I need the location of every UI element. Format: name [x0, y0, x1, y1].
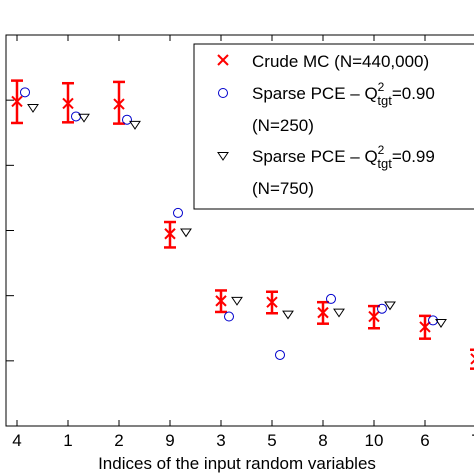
x-tick-label: 10	[365, 431, 384, 450]
x-tick-label: 9	[165, 431, 174, 450]
pce-099-point	[333, 308, 345, 318]
cross-marker-stroke	[368, 310, 380, 323]
legend-sublabel-pce-090: (N=250)	[252, 116, 314, 135]
triangle-marker	[384, 301, 396, 311]
pce-099-point	[282, 310, 294, 320]
pce-099-point	[180, 228, 192, 238]
x-tick-label: 6	[420, 431, 429, 450]
pce-099-point	[231, 296, 243, 306]
legend: Crude MC (N=440,000) Sparse PCE – Q2 tgt=…	[193, 43, 474, 210]
legend-label-pce-099: Sparse PCE – Q2 tgt=0.99	[252, 143, 435, 171]
legend-marker-crude-mc	[217, 54, 229, 66]
x-axis-ticks	[16, 35, 426, 426]
circle-marker	[428, 315, 438, 326]
cross-marker-stroke	[164, 228, 176, 240]
pce-090-point	[20, 87, 30, 98]
pce-099-point	[384, 301, 396, 311]
triangle-marker	[333, 308, 345, 318]
x-tick-label: 8	[318, 431, 327, 450]
crude-mc-point	[113, 80, 125, 125]
x-axis-label: Indices of the input random variables	[98, 454, 376, 473]
pce-099-point	[78, 113, 90, 123]
circle-marker	[173, 207, 183, 218]
y-axis-ticks	[6, 99, 14, 362]
cross-marker-stroke	[470, 359, 474, 365]
pce-090-point	[224, 311, 234, 322]
crude-mc-point	[62, 81, 74, 124]
circle-marker	[122, 114, 132, 125]
pce-099-point	[129, 120, 141, 130]
legend-marker-pce-090	[218, 88, 228, 98]
x-tick-label: 4	[12, 431, 21, 450]
pce-090-point	[122, 114, 132, 125]
legend-label-crude-mc: Crude MC (N=440,000)	[252, 52, 429, 71]
triangle-marker	[231, 296, 243, 306]
pce-099-point	[435, 319, 447, 328]
cross-marker-stroke	[266, 296, 278, 308]
pce-090-point	[428, 315, 438, 326]
crude-mc-point	[419, 314, 431, 340]
crude-mc-point	[266, 290, 278, 315]
x-tick-labels: 4 1 2 9 3 5 8 10 6 7	[12, 431, 474, 450]
x-tick-label: 5	[267, 431, 276, 450]
cross-marker-stroke	[11, 95, 23, 108]
cross-marker-stroke	[317, 306, 329, 319]
x-tick-label: 3	[216, 431, 225, 450]
pce-090-point	[377, 303, 387, 314]
pce-099-point	[27, 103, 39, 113]
triangle-marker	[282, 310, 294, 320]
pce-090-point	[173, 207, 183, 218]
crude-mc-point	[470, 348, 474, 370]
legend-box	[193, 43, 474, 210]
circle-marker	[224, 311, 234, 322]
cross-marker-stroke	[215, 295, 227, 307]
legend-sublabel-pce-099: (N=750)	[252, 179, 314, 198]
circle-marker	[218, 88, 228, 98]
triangle-marker	[129, 120, 141, 130]
cross-marker-stroke	[470, 353, 474, 359]
pce-090-point	[275, 349, 285, 360]
cross-marker-stroke	[113, 98, 125, 110]
circle-marker	[326, 293, 336, 304]
series-layer	[11, 79, 474, 370]
circle-marker	[377, 303, 387, 314]
legend-marker-pce-099	[217, 152, 229, 161]
cross-marker-stroke	[62, 97, 74, 110]
triangle-marker	[27, 103, 39, 113]
cross-marker-stroke	[217, 54, 229, 66]
crude-mc-point	[215, 289, 227, 314]
x-tick-label: 2	[114, 431, 123, 450]
circle-marker	[20, 87, 30, 98]
legend-label-pce-090: Sparse PCE – Q2 tgt=0.90	[252, 80, 435, 108]
cross-marker-stroke	[419, 321, 431, 333]
triangle-marker	[78, 113, 90, 123]
triangle-marker	[180, 228, 192, 238]
crude-mc-point	[317, 300, 329, 325]
crude-mc-point	[11, 79, 23, 125]
triangle-marker	[217, 152, 229, 161]
x-tick-label: 1	[63, 431, 72, 450]
circle-marker	[275, 349, 285, 360]
pce-090-point	[326, 293, 336, 304]
triangle-marker	[435, 319, 447, 328]
x-tick-label: 7	[471, 431, 474, 450]
crude-mc-point	[164, 220, 176, 249]
